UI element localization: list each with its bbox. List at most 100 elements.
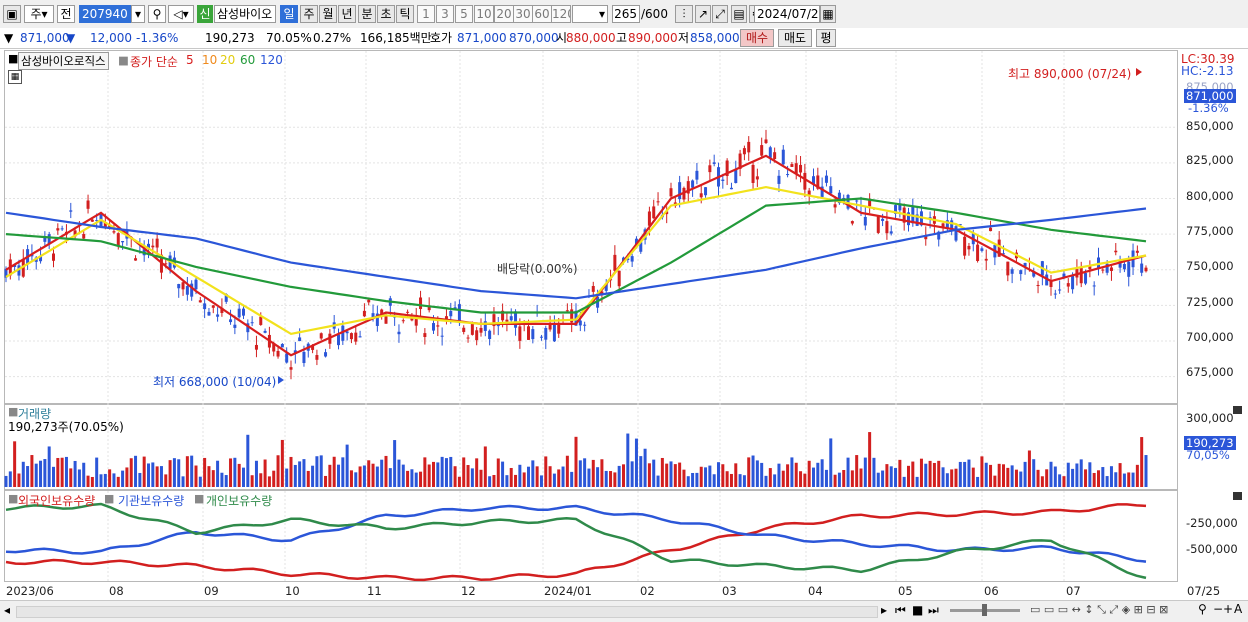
volume-bar <box>665 463 669 487</box>
save-icon[interactable]: ▤ <box>731 5 747 23</box>
window-icon[interactable]: ▣ <box>3 5 21 23</box>
draw-line-icon[interactable]: ↗ <box>695 5 711 23</box>
volume-bar <box>829 438 833 487</box>
interval-5[interactable]: 5 <box>455 5 473 23</box>
tab-minute[interactable]: 분 <box>358 5 376 23</box>
y-tick-850000: 850,000 <box>1186 119 1234 133</box>
candle-body <box>384 315 388 324</box>
volume-title[interactable]: 거래량 <box>18 407 52 421</box>
sell-button[interactable]: 매도 <box>778 29 812 47</box>
volume-bar <box>341 457 345 487</box>
play-icon[interactable]: ▸ <box>881 603 888 617</box>
interval-1[interactable]: 1 <box>417 5 435 23</box>
candle-body <box>945 220 949 229</box>
tool-icons[interactable]: ▭ ▭ ▭ ↔ ↕ ⤡ ⤢ ◈ ⊞ ⊟ ⊠ <box>1030 603 1169 616</box>
candle-body <box>349 333 353 340</box>
volume-bar <box>1075 463 1079 487</box>
candle-body <box>876 216 880 233</box>
tab-year[interactable]: 년 <box>338 5 356 23</box>
scroll-left-icon[interactable]: ◂ <box>4 603 11 617</box>
zoom-plus-icon[interactable]: + <box>1223 602 1234 616</box>
tab-month[interactable]: 월 <box>319 5 337 23</box>
grid-toggle-icon[interactable]: ▦ <box>8 70 22 84</box>
candle-body <box>220 307 224 313</box>
volume-bar <box>846 457 850 487</box>
volume-bar <box>807 460 811 487</box>
code-dropdown-icon[interactable]: ▾ <box>131 5 145 23</box>
volume-bar <box>73 460 77 487</box>
candle-body <box>1010 269 1014 274</box>
stop-icon[interactable]: ■ <box>912 603 924 617</box>
volume-bar <box>695 472 699 487</box>
candle-body <box>980 248 984 251</box>
volume-bar <box>332 456 336 487</box>
date-input[interactable]: 2024/07/25 <box>754 5 820 23</box>
stock-label[interactable]: 삼성바이오로직스 <box>18 52 109 70</box>
volume-bar <box>1014 469 1018 487</box>
indicator-icon[interactable]: ⫶ <box>675 5 693 23</box>
legend-bullet-5: ■ <box>104 492 115 505</box>
legend-individual[interactable]: 개인보유수량 <box>206 494 273 508</box>
interval-10[interactable]: 10 <box>474 5 494 23</box>
credit-badge[interactable]: 신 <box>197 5 213 23</box>
legend-institution[interactable]: 기관보유수량 <box>118 494 185 508</box>
volume-bar <box>82 462 86 487</box>
interval-120[interactable]: 120 <box>551 5 571 23</box>
close-icon-2[interactable] <box>1233 492 1242 500</box>
count-input[interactable]: 265 <box>612 5 640 23</box>
legend-foreign[interactable]: 외국인보유수량 <box>18 494 96 508</box>
candle-body <box>69 210 73 212</box>
buy-button[interactable]: 매수 <box>740 29 774 47</box>
volume-bar <box>881 470 885 487</box>
tab-day[interactable]: 일 <box>280 5 298 23</box>
volume-bar <box>764 475 768 487</box>
volume-bar <box>842 470 846 487</box>
vol-last-tag: 190,273 <box>1184 436 1236 450</box>
bottom-bar: ◂ ▸ ⏮ ■ ⏭ ▭ ▭ ▭ ↔ ↕ ⤡ ⤢ ◈ ⊞ ⊟ ⊠ ⚲ − + A <box>0 600 1248 622</box>
zoom-slider-handle[interactable] <box>982 604 987 616</box>
candle-body <box>1066 283 1070 287</box>
interval-3[interactable]: 3 <box>436 5 454 23</box>
speaker-icon[interactable]: ◁▾ <box>168 5 194 23</box>
quote-bar: ▼ 871,000 ▼ 12,000 -1.36% 190,273 70.05%… <box>0 28 1248 49</box>
zoom-icon[interactable]: ⤢ <box>712 5 728 23</box>
holdings-lines <box>5 502 1147 582</box>
low-arrow-icon <box>278 376 284 384</box>
tab-second[interactable]: 초 <box>377 5 395 23</box>
eval-button[interactable]: 평 <box>816 29 836 47</box>
candle-body <box>807 190 811 196</box>
ma-label[interactable]: 종가 단순 <box>130 55 178 69</box>
volume-bar <box>125 467 129 487</box>
zoom-in-icon[interactable]: ⚲ <box>1198 602 1207 616</box>
rewind-icon[interactable]: ⏮ <box>895 603 906 617</box>
search-icon[interactable]: ⚲ <box>148 5 166 23</box>
prev-button[interactable]: 전 <box>57 5 75 23</box>
interval-60[interactable]: 60 <box>532 5 552 23</box>
high-annotation: 최고 890,000 (07/24) <box>1008 67 1132 81</box>
count-total: /600 <box>641 7 668 21</box>
candle-body <box>704 187 708 196</box>
candle-body <box>548 324 552 330</box>
volume-bar <box>47 446 51 487</box>
calendar-icon[interactable]: ▦ <box>820 5 836 23</box>
period-select[interactable]: 주▾ <box>24 5 54 23</box>
volume-bar <box>583 458 587 487</box>
tab-tick[interactable]: 틱 <box>396 5 414 23</box>
close-icon[interactable] <box>1233 406 1242 414</box>
horizontal-scrollbar[interactable] <box>16 606 878 618</box>
volume-bar <box>1105 476 1109 487</box>
candle-body <box>492 314 496 327</box>
volume-bar <box>691 472 695 487</box>
interval-dropdown[interactable]: ▾ <box>572 5 608 23</box>
interval-30[interactable]: 30 <box>513 5 533 23</box>
tab-week[interactable]: 주 <box>300 5 318 23</box>
font-icon[interactable]: A <box>1234 602 1243 616</box>
volume-bar <box>721 464 725 487</box>
candle-body <box>216 314 220 317</box>
code-input[interactable]: 207940 <box>79 5 131 23</box>
candle-body <box>233 324 237 328</box>
forward-icon[interactable]: ⏭ <box>928 603 939 617</box>
x-tick-02: 02 <box>640 584 655 598</box>
zoom-out-icon[interactable]: − <box>1213 602 1224 616</box>
